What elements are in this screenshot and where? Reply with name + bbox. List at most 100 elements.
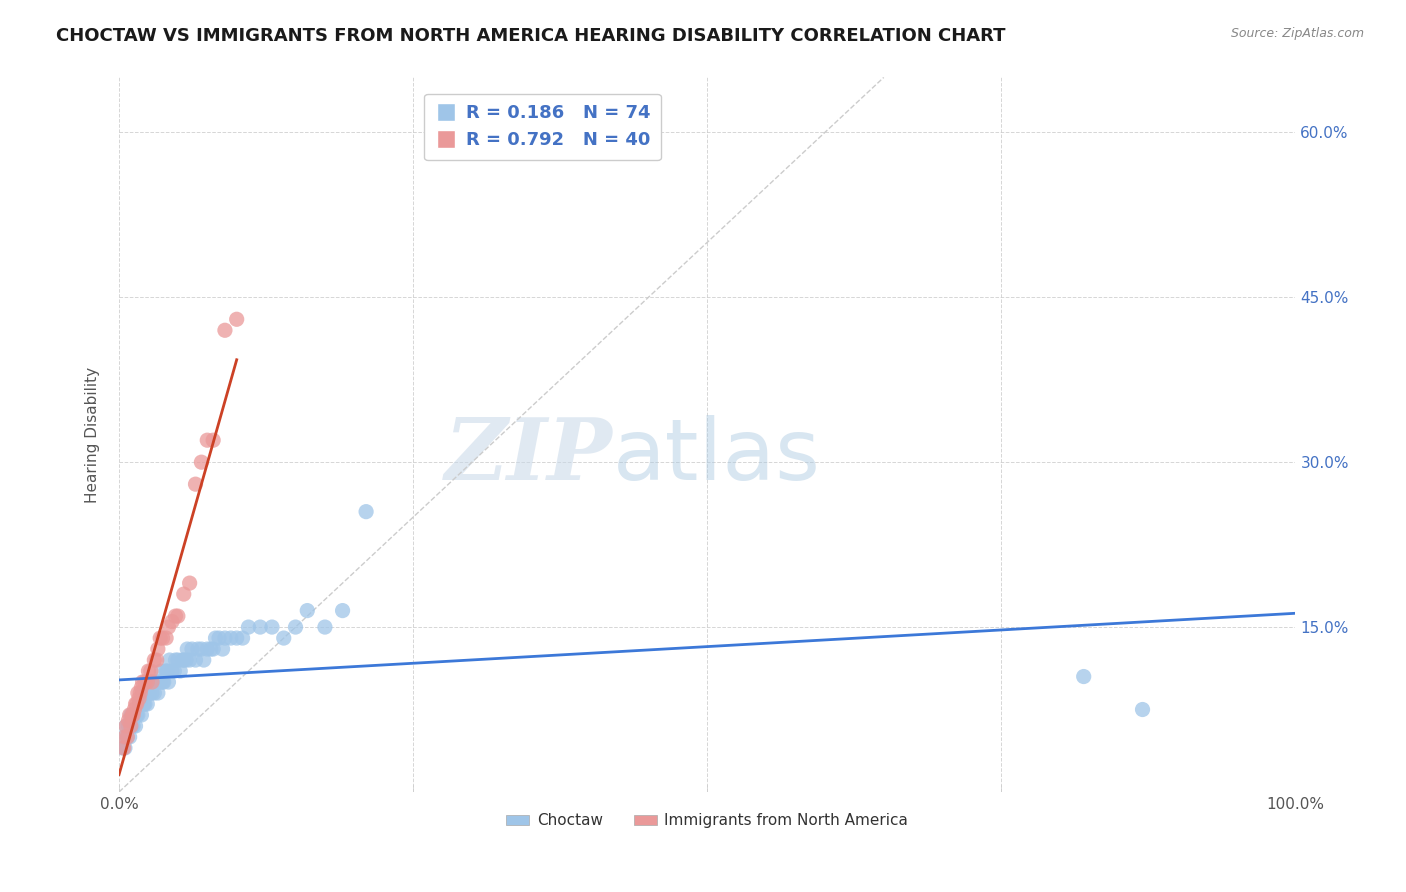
Point [238, 620, 260, 634]
Point [139, 664, 162, 678]
Point [167, 609, 190, 624]
Point [115, 719, 138, 733]
Point [136, 675, 159, 690]
Y-axis label: Hearing Disability: Hearing Disability [86, 367, 100, 503]
Point [120, 719, 142, 733]
Point [127, 708, 149, 723]
Text: ZIP: ZIP [446, 415, 613, 498]
Text: CHOCTAW VS IMMIGRANTS FROM NORTH AMERICA HEARING DISABILITY CORRELATION CHART: CHOCTAW VS IMMIGRANTS FROM NORTH AMERICA… [56, 27, 1005, 45]
Text: atlas: atlas [613, 415, 821, 498]
Point [134, 697, 156, 711]
Point [143, 686, 166, 700]
Point [260, 620, 283, 634]
Point [159, 653, 181, 667]
Point [157, 620, 180, 634]
Point [124, 702, 146, 716]
Point [127, 686, 149, 700]
Point [354, 505, 377, 519]
Point [174, 653, 197, 667]
Point [155, 664, 177, 678]
Point [117, 730, 139, 744]
Point [172, 653, 194, 667]
Point [193, 653, 215, 667]
Point [125, 697, 148, 711]
Point [117, 730, 139, 744]
Point [208, 631, 231, 645]
Point [165, 653, 187, 667]
Point [204, 631, 226, 645]
Point [138, 686, 160, 700]
Point [114, 730, 136, 744]
Point [117, 719, 139, 733]
Point [138, 686, 160, 700]
Point [122, 708, 145, 723]
Point [143, 653, 166, 667]
Point [145, 653, 167, 667]
Point [111, 741, 134, 756]
Text: Source: ZipAtlas.com: Source: ZipAtlas.com [1230, 27, 1364, 40]
Point [118, 708, 141, 723]
Point [167, 653, 190, 667]
Point [145, 675, 167, 690]
Point [135, 686, 157, 700]
Point [121, 719, 143, 733]
Point [141, 675, 163, 690]
Point [138, 664, 160, 678]
Point [124, 697, 146, 711]
Point [131, 686, 153, 700]
Point [173, 587, 195, 601]
Point [195, 433, 218, 447]
Point [169, 664, 191, 678]
Point [184, 477, 207, 491]
Point [114, 741, 136, 756]
Point [155, 631, 177, 645]
Point [211, 642, 233, 657]
Point [146, 686, 169, 700]
Point [141, 686, 163, 700]
Point [124, 708, 146, 723]
Point [112, 741, 135, 756]
Point [163, 664, 186, 678]
Point [225, 631, 247, 645]
Point [232, 631, 254, 645]
Point [225, 312, 247, 326]
Point [179, 653, 201, 667]
Point [181, 642, 204, 657]
Point [131, 708, 153, 723]
Point [125, 708, 148, 723]
Point [156, 664, 179, 678]
Point [200, 642, 222, 657]
Point [165, 609, 187, 624]
Point [136, 697, 159, 711]
Point [128, 691, 150, 706]
Point [120, 708, 142, 723]
Point [134, 675, 156, 690]
Point [202, 433, 225, 447]
Point [187, 642, 209, 657]
Point [332, 604, 354, 618]
Point [121, 708, 143, 723]
Point [202, 642, 225, 657]
Point [160, 615, 183, 629]
Point [179, 576, 201, 591]
Point [150, 664, 173, 678]
Point [139, 675, 162, 690]
Point [184, 653, 207, 667]
Point [124, 719, 146, 733]
Point [214, 631, 236, 645]
Point [152, 631, 174, 645]
Point [131, 681, 153, 695]
Point [115, 719, 138, 733]
Point [129, 697, 152, 711]
Point [176, 642, 198, 657]
Point [273, 631, 295, 645]
Legend: Choctaw, Immigrants from North America: Choctaw, Immigrants from North America [501, 807, 914, 834]
Point [149, 631, 172, 645]
Point [128, 697, 150, 711]
Point [146, 642, 169, 657]
Point [152, 675, 174, 690]
Point [190, 642, 212, 657]
Point [160, 664, 183, 678]
Point [122, 719, 145, 733]
Point [195, 642, 218, 657]
